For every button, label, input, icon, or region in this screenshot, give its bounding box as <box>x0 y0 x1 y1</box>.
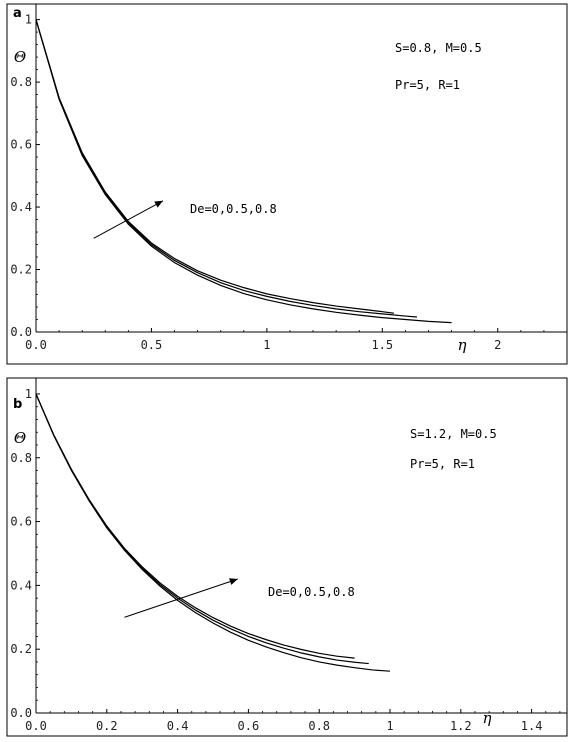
y-tick-label: 0.6 <box>10 515 32 529</box>
y-axis-label: Θ <box>14 48 26 66</box>
y-tick-label: 0.0 <box>10 325 32 339</box>
plot-frame <box>6 3 568 365</box>
x-tick-label: 0.5 <box>141 338 163 352</box>
annotation-arrowhead <box>154 200 163 208</box>
x-tick-label: 1.4 <box>521 719 543 733</box>
x-tick-label: 0.0 <box>25 719 47 733</box>
panel-label: a <box>13 6 22 21</box>
chart-panel-a: 0.0 0.5 1 1.5 2 0.0 0.2 0.4 0.6 0.8 1 De=0,0.5,0.8 S… <box>6 3 568 365</box>
y-tick-label: 1 <box>25 13 32 27</box>
y-axis-label: Θ <box>14 429 26 447</box>
y-tick-label: 0.6 <box>10 138 32 152</box>
annotation-arrowhead <box>229 578 238 585</box>
parameter-label: Pr=5, R=1 <box>410 457 475 471</box>
x-tick-label: 1.5 <box>371 338 393 352</box>
annotation-label: De=0,0.5,0.8 <box>190 202 277 216</box>
y-tick-label: 0.2 <box>10 642 32 656</box>
annotation-arrow <box>124 578 238 618</box>
series-line-1 <box>35 19 452 324</box>
annotation-label: De=0,0.5,0.8 <box>268 585 355 599</box>
series-line-2 <box>35 19 417 318</box>
series-line-3 <box>35 393 355 659</box>
x-tick-label: 0.4 <box>167 719 189 733</box>
x-tick-label: 0.2 <box>96 719 118 733</box>
x-tick-label: 1 <box>263 338 270 352</box>
x-axis-label: η <box>458 336 467 354</box>
series-line-3 <box>35 19 394 314</box>
x-tick-label: 1.2 <box>450 719 472 733</box>
y-tick-label: 0.8 <box>10 451 32 465</box>
parameter-label: S=1.2, M=0.5 <box>410 427 497 441</box>
x-tick-label: 0.8 <box>308 719 330 733</box>
x-tick-label: 2 <box>494 338 501 352</box>
series-line-1 <box>35 393 391 672</box>
y-tick-label: 1 <box>25 387 32 401</box>
chart-panel-b: 0.0 0.2 0.4 0.6 0.8 1 1.2 1.4 0.0 0.2 0.4 0.6 0.8 1 De… <box>6 377 568 737</box>
parameter-label: S=0.8, M=0.5 <box>395 41 482 55</box>
y-tick-label: 0.4 <box>10 200 32 214</box>
annotation-arrow <box>93 200 164 239</box>
y-tick-label: 0.4 <box>10 578 32 592</box>
parameter-label: Pr=5, R=1 <box>395 78 460 92</box>
x-axis-label: η <box>483 709 492 727</box>
panel-label: b <box>13 397 22 412</box>
x-tick-label: 1 <box>386 719 393 733</box>
y-tick-label: 0.8 <box>10 75 32 89</box>
x-tick-label: 0.6 <box>238 719 260 733</box>
series-line-2 <box>35 393 369 665</box>
plot-frame <box>6 377 568 737</box>
y-tick-label: 0.0 <box>10 706 32 720</box>
x-tick-label: 0.0 <box>25 338 47 352</box>
y-tick-label: 0.2 <box>10 263 32 277</box>
